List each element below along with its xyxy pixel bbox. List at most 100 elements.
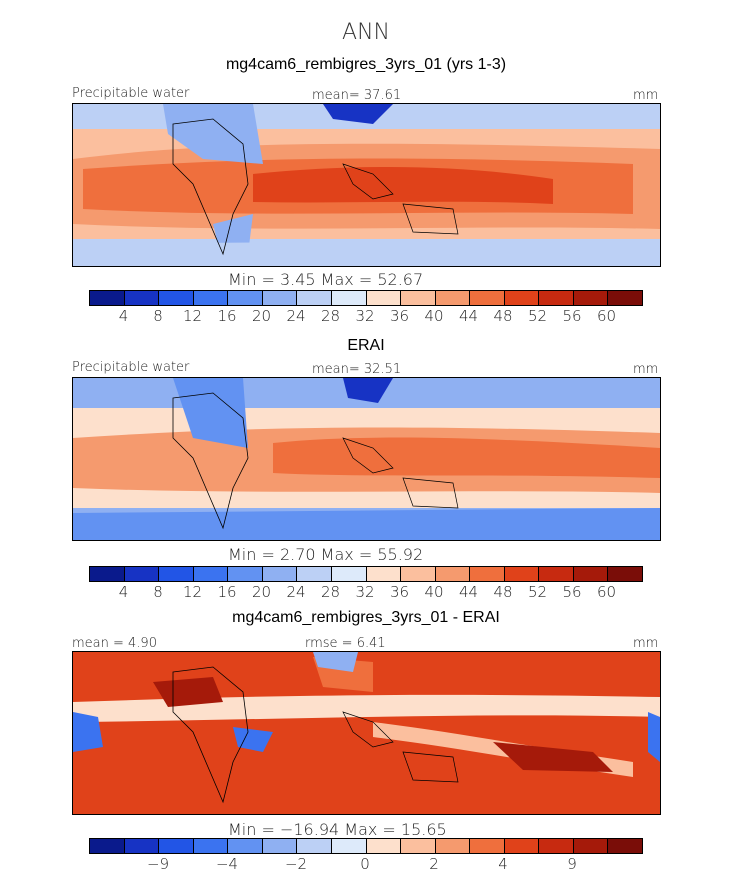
panel-2-variable-label: Precipitable water	[72, 360, 190, 375]
panel-1-title: mg4cam6_rembigres_3yrs_01 (yrs 1-3)	[225, 56, 507, 73]
panel-1-variable-label: Precipitable water	[72, 86, 190, 101]
panel-1-min-max: Min = 3.45 Max = 52.67	[228, 270, 424, 289]
colorbar-tick-label: −4	[215, 855, 239, 873]
colorbar-swatch	[573, 291, 609, 305]
colorbar-swatch	[608, 567, 642, 581]
colorbar-swatch	[608, 839, 642, 853]
panel-2-map	[72, 377, 661, 541]
panel-1-colorbar	[89, 290, 643, 306]
colorbar-tick-label: 60	[596, 307, 617, 325]
colorbar-tick-label: 2	[429, 855, 439, 873]
colorbar-tick-label: 40	[424, 307, 444, 325]
colorbar-tick-label: 16	[217, 307, 237, 325]
colorbar-swatch	[159, 567, 194, 581]
colorbar-tick-label: 24	[286, 307, 306, 325]
colorbar-tick-label: 52	[527, 307, 548, 325]
colorbar-tick-label: 32	[355, 307, 375, 325]
panel-1-mean-label: mean= 37.61	[312, 88, 402, 103]
colorbar-swatch	[297, 291, 332, 305]
colorbar-tick-label: 8	[153, 307, 163, 325]
colorbar-swatch	[470, 567, 505, 581]
colorbar-swatch	[193, 839, 229, 853]
colorbar-swatch	[366, 839, 402, 853]
colorbar-tick-label: 9	[567, 855, 577, 873]
colorbar-swatch	[435, 839, 471, 853]
colorbar-swatch	[124, 291, 160, 305]
colorbar-swatch	[193, 291, 229, 305]
colorbar-swatch	[401, 839, 436, 853]
colorbar-tick-label: 36	[389, 583, 410, 601]
colorbar-swatch	[297, 567, 332, 581]
colorbar-swatch	[262, 839, 298, 853]
panel-1-map	[72, 103, 661, 267]
colorbar-swatch	[262, 567, 298, 581]
figure-title: ANN	[342, 20, 390, 45]
colorbar-swatch	[504, 291, 540, 305]
colorbar-swatch	[262, 291, 298, 305]
colorbar-swatch	[331, 567, 367, 581]
panel-3-title: mg4cam6_rembigres_3yrs_01 - ERAI	[232, 609, 500, 626]
colorbar-tick-label: −9	[146, 855, 170, 873]
colorbar-tick-label: 52	[527, 583, 548, 601]
colorbar-swatch	[124, 839, 160, 853]
colorbar-tick-label: 48	[493, 307, 513, 325]
panel-3-units-label: mm	[633, 636, 659, 651]
colorbar-swatch	[90, 567, 125, 581]
colorbar-tick-label: 8	[153, 583, 163, 601]
colorbar-tick-label: 20	[251, 583, 272, 601]
panel-2-title: ERAI	[347, 337, 385, 354]
colorbar-swatch	[401, 567, 436, 581]
panel-1-colorbar-ticks: 4 8 12 16 20 24 28 32 36 40 44 48 52 56 60	[89, 307, 641, 325]
colorbar-tick-label: 4	[498, 855, 508, 873]
colorbar-tick-label: 12	[182, 307, 203, 325]
colorbar-tick-label: 12	[182, 583, 203, 601]
colorbar-swatch	[435, 291, 471, 305]
colorbar-tick-label: 28	[320, 583, 341, 601]
colorbar-swatch	[331, 291, 367, 305]
colorbar-tick-label: 4	[118, 307, 129, 325]
colorbar-swatch	[159, 839, 194, 853]
panel-3-colorbar-ticks: −9 −4 −2 0 2 4 9	[89, 855, 641, 873]
colorbar-swatch	[228, 839, 263, 853]
panel-3-map	[72, 651, 661, 815]
colorbar-tick-label: −2	[284, 855, 308, 873]
colorbar-tick-label: 40	[424, 583, 444, 601]
colorbar-swatch	[470, 839, 505, 853]
colorbar-swatch	[539, 567, 574, 581]
panel-2-colorbar-ticks: 4 8 12 16 20 24 28 32 36 40 44 48 52 56 60	[89, 583, 641, 601]
panel-2-min-max: Min = 2.70 Max = 55.92	[228, 545, 424, 564]
colorbar-tick-label: 24	[286, 583, 306, 601]
panel-3-mean-label: mean = 4.90	[72, 636, 157, 651]
colorbar-swatch	[504, 839, 540, 853]
colorbar-tick-label: 44	[458, 583, 479, 601]
colorbar-swatch	[193, 567, 229, 581]
colorbar-tick-label: 4	[118, 583, 129, 601]
panel-2-mean-label: mean= 32.51	[312, 362, 402, 377]
colorbar-swatch	[159, 291, 194, 305]
panel-1-units-label: mm	[633, 88, 659, 103]
colorbar-tick-label: 28	[320, 307, 341, 325]
panel-3-rmse-label: rmse = 6.41	[305, 636, 386, 651]
colorbar-swatch	[228, 291, 263, 305]
panel-2-colorbar	[89, 566, 643, 582]
colorbar-swatch	[366, 291, 402, 305]
colorbar-tick-label: 32	[355, 583, 375, 601]
colorbar-swatch	[124, 567, 160, 581]
colorbar-swatch	[539, 291, 574, 305]
colorbar-swatch	[504, 567, 540, 581]
colorbar-tick-label: 48	[493, 583, 513, 601]
colorbar-tick-label: 36	[389, 307, 410, 325]
colorbar-tick-label: 44	[458, 307, 479, 325]
colorbar-swatch	[228, 567, 263, 581]
colorbar-tick-label: 56	[562, 307, 582, 325]
colorbar-swatch	[573, 839, 609, 853]
colorbar-tick-label: 0	[360, 855, 370, 873]
colorbar-swatch	[297, 839, 332, 853]
colorbar-swatch	[90, 839, 125, 853]
colorbar-swatch	[331, 839, 367, 853]
colorbar-swatch	[608, 291, 642, 305]
panel-3-min-max: Min = −16.94 Max = 15.65	[228, 820, 447, 839]
colorbar-swatch	[90, 291, 125, 305]
colorbar-tick-label: 60	[596, 583, 617, 601]
colorbar-tick-label: 20	[251, 307, 272, 325]
